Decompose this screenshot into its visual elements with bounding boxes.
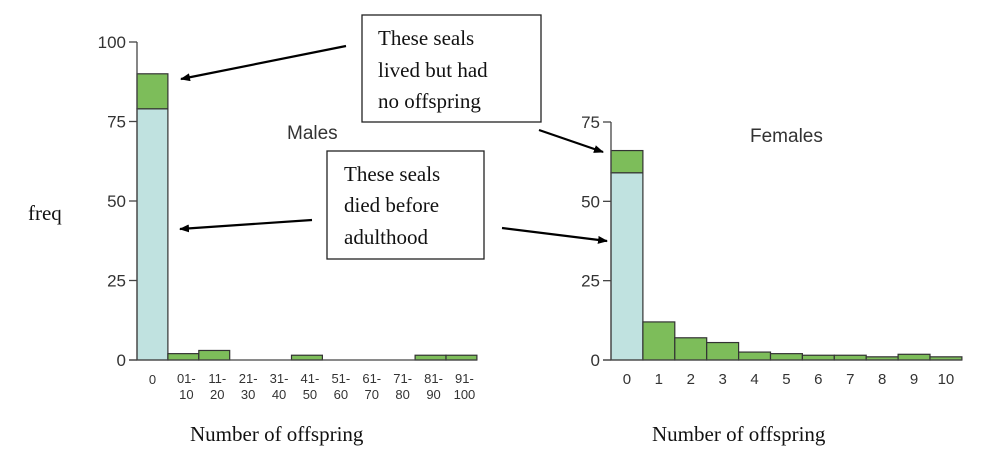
x-tick-label: 20 [210, 387, 224, 402]
x-tick-label: 8 [878, 371, 886, 388]
y-tick-label: 50 [581, 192, 600, 211]
bar-segment [642, 321, 676, 361]
x-tick-label: 71- [393, 371, 412, 386]
bar-segment [833, 354, 867, 361]
x-tick-label: 6 [814, 371, 822, 388]
annotation-line: died before [344, 193, 439, 217]
x-tick-label: 3 [718, 371, 726, 388]
bar-segment [610, 172, 644, 361]
y-tick-label: 75 [107, 113, 126, 132]
x-tick-label: 91- [455, 371, 474, 386]
y-tick-label: 25 [107, 272, 126, 291]
females-x-axis-label: Number of offspring [652, 422, 826, 446]
annotation-line: lived but had [378, 58, 488, 82]
x-tick-label: 100 [454, 387, 476, 402]
males-x-axis-label: Number of offspring [190, 422, 364, 446]
arrow-icon [501, 226, 608, 244]
x-tick-label: 51- [331, 371, 350, 386]
x-tick-label: 30 [241, 387, 255, 402]
bar-segment [414, 354, 447, 361]
bar-segment [674, 337, 708, 361]
y-axis-label: freq [28, 201, 62, 225]
males-title: Males [287, 123, 338, 144]
x-tick-label: 90 [426, 387, 440, 402]
x-tick-label: 11- [208, 371, 226, 386]
females-title: Females [750, 126, 823, 147]
bar-segment [445, 354, 478, 361]
x-tick-label: 7 [846, 371, 854, 388]
x-tick-label: 60 [334, 387, 348, 402]
x-tick-label: 01- [177, 371, 196, 386]
arrow-icon [179, 218, 313, 233]
x-tick-label: 21- [239, 371, 258, 386]
annotation-died-before-adulthood: These seals died before adulthood [326, 150, 485, 260]
x-tick-label: 61- [362, 371, 381, 386]
annotation-line: These seals [344, 162, 440, 186]
bar-segment [290, 354, 323, 361]
arrow-icon [180, 44, 347, 82]
x-tick-label: 31- [270, 371, 289, 386]
bar-segment [897, 353, 931, 361]
annotation-line: adulthood [344, 225, 428, 249]
y-tick-label: 100 [98, 33, 126, 52]
x-tick-label: 81- [424, 371, 443, 386]
y-tick-label: 75 [581, 113, 600, 132]
y-tick-label: 25 [581, 272, 600, 291]
x-tick-label: 0 [623, 371, 631, 388]
bar-segment [136, 73, 169, 110]
x-tick-label: 10 [179, 387, 193, 402]
bar-segment [198, 349, 231, 361]
x-tick-label: 0 [149, 372, 156, 387]
x-tick-label: 10 [938, 371, 955, 388]
x-tick-label: 70 [365, 387, 379, 402]
bar-segment [136, 108, 169, 361]
bar-segment [706, 341, 740, 361]
annotation-line: These seals [378, 26, 474, 50]
females-panel: 0 1 2 3 4 5 6 7 8 9 10 0 25 50 75 [581, 113, 963, 388]
bar-segment [610, 149, 644, 174]
annotation-line: no offspring [378, 89, 481, 113]
y-tick-label: 0 [117, 351, 126, 370]
x-tick-label: 1 [655, 371, 663, 388]
bar-segment [801, 354, 835, 361]
x-tick-label: 41- [301, 371, 320, 386]
males-panel: 0 01-1011-2021-3031-4041-5051-6061-7071-8… [98, 33, 478, 402]
arrow-icon [538, 128, 604, 154]
x-tick-label: 2 [687, 371, 695, 388]
x-tick-label: 80 [395, 387, 409, 402]
y-tick-label: 50 [107, 192, 126, 211]
bar-segment [167, 353, 200, 361]
bar-segment [769, 353, 803, 361]
x-tick-label: 50 [303, 387, 317, 402]
x-tick-label: 40 [272, 387, 286, 402]
y-tick-label: 0 [591, 351, 600, 370]
annotation-lived-no-offspring: These seals lived but had no offspring [361, 14, 542, 123]
bar-segment [737, 351, 772, 361]
x-tick-label: 4 [750, 371, 758, 388]
x-tick-label: 9 [910, 371, 918, 388]
x-tick-label: 5 [782, 371, 790, 388]
